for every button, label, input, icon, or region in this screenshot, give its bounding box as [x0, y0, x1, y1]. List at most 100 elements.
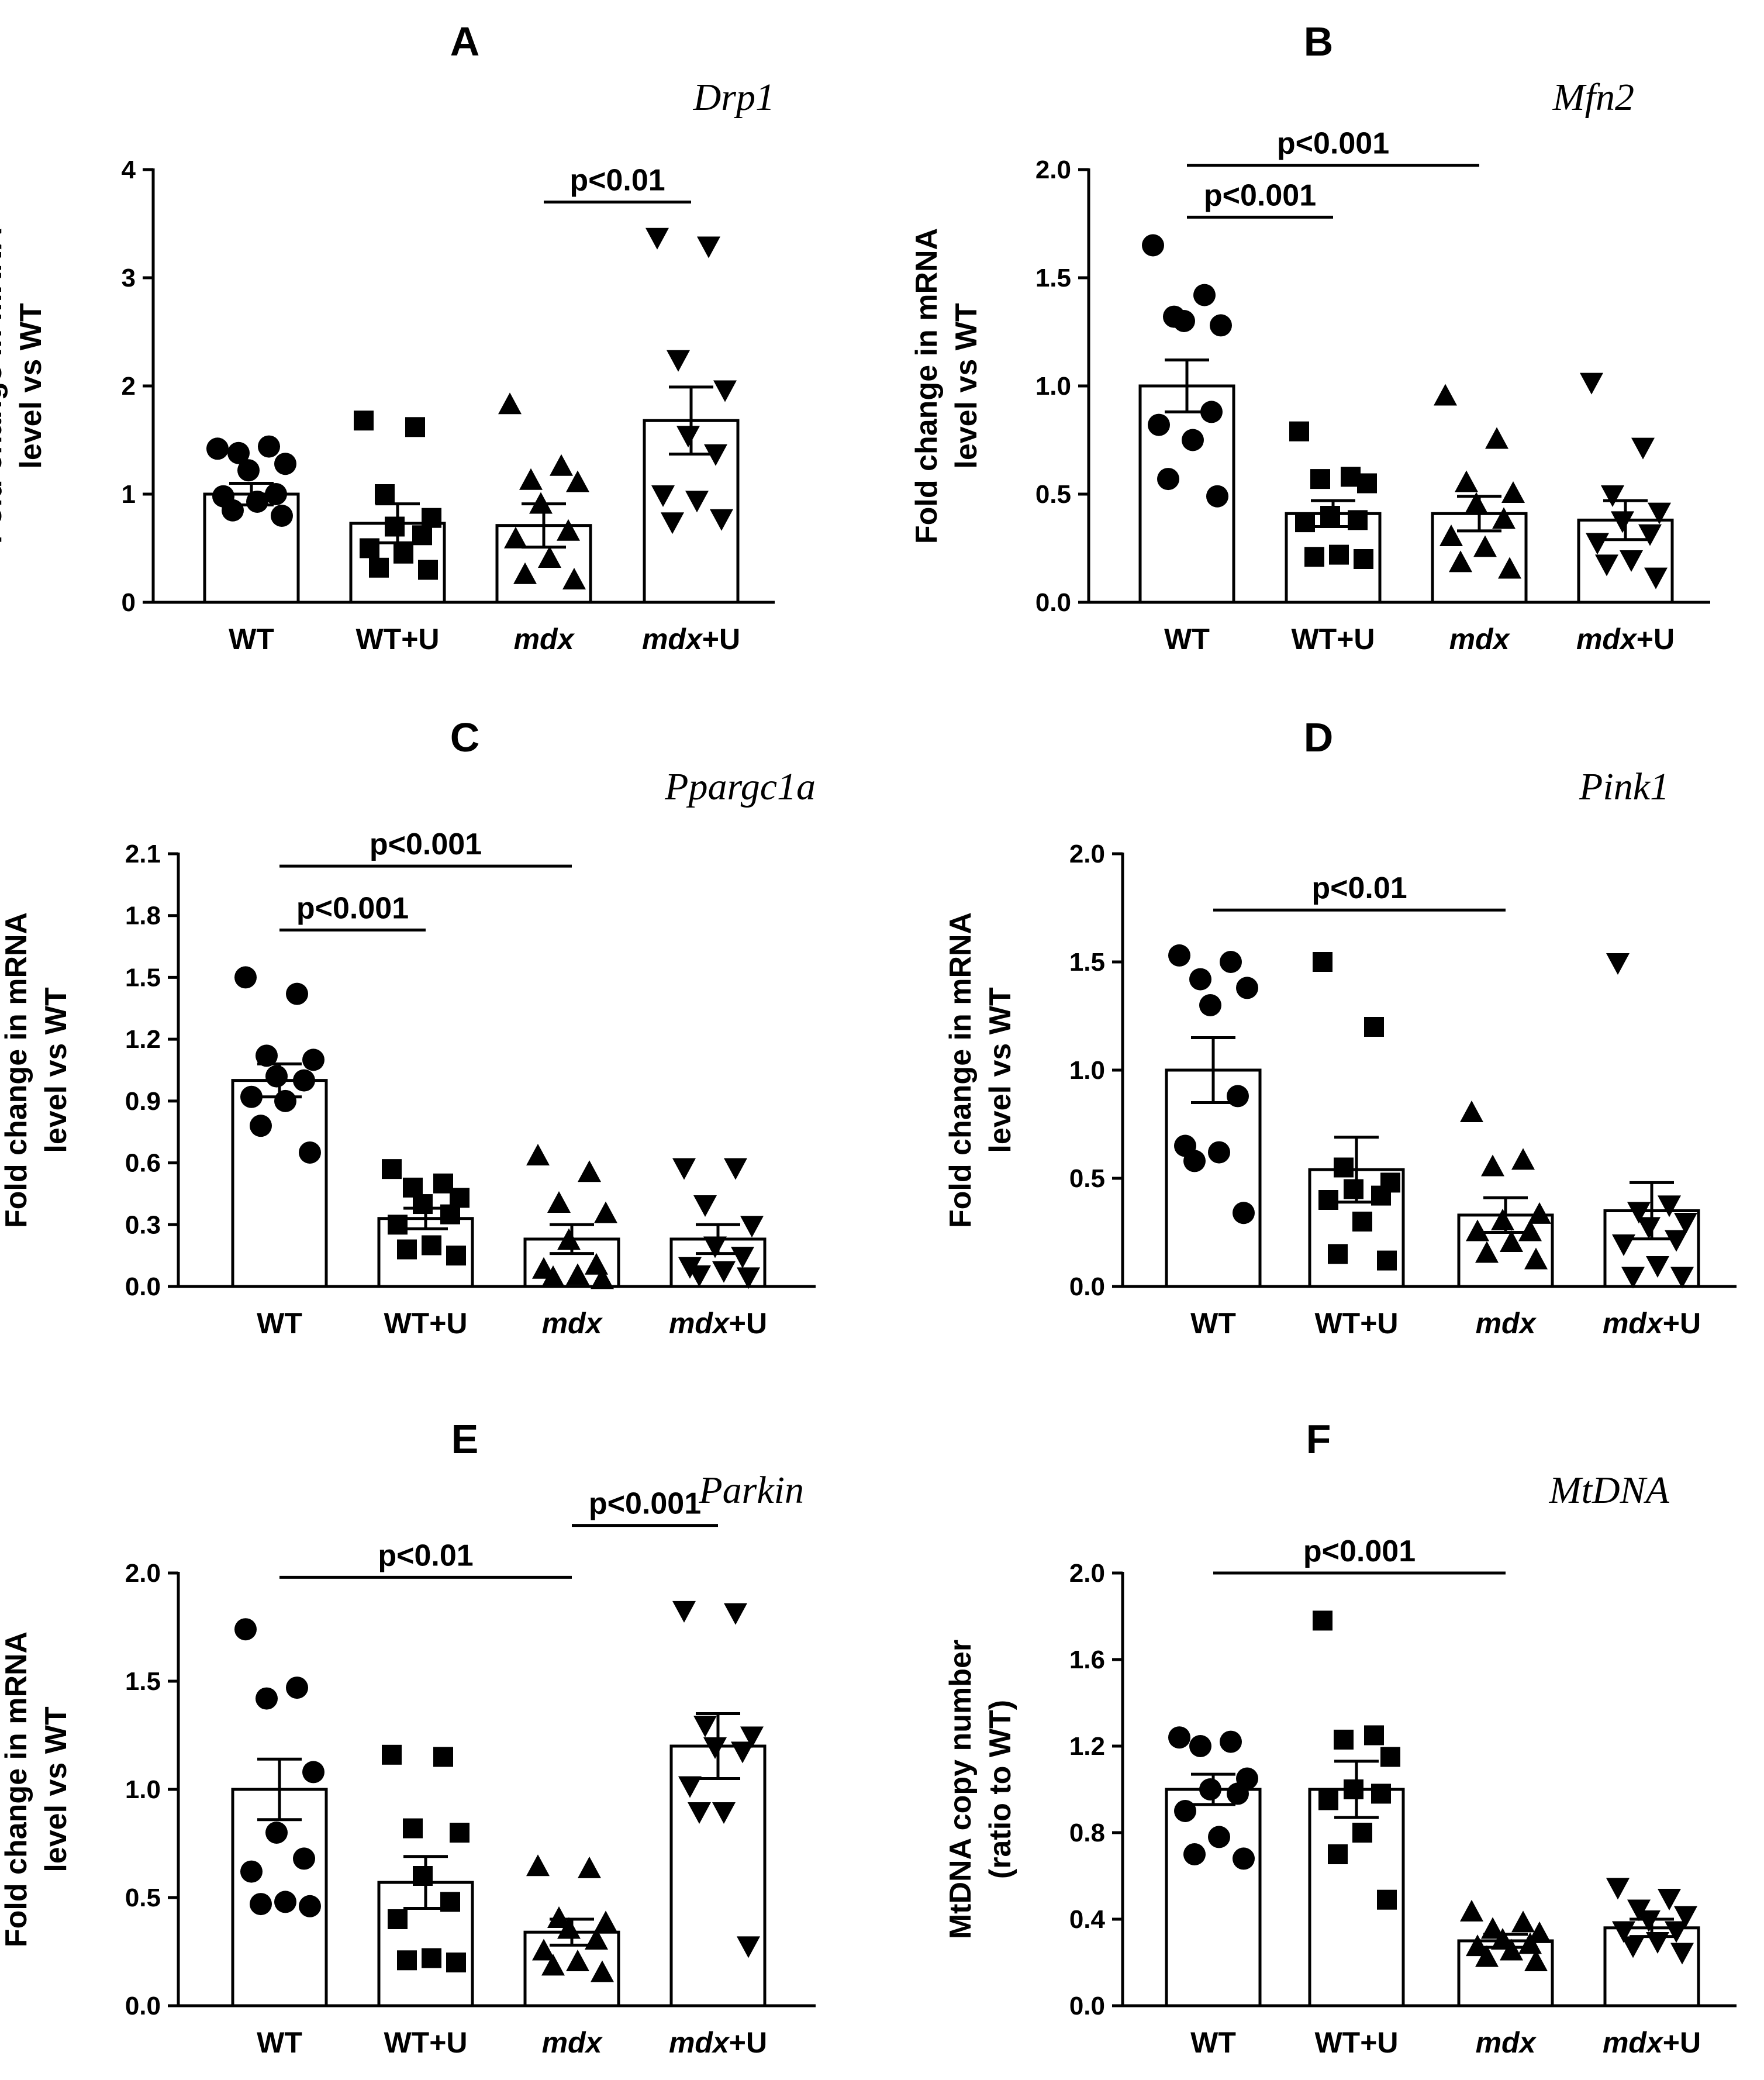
x-category-label: mdx+U	[642, 623, 740, 656]
data-point-square	[422, 1235, 441, 1255]
data-point-circle	[293, 1847, 315, 1870]
data-point-triangle-down	[672, 1158, 696, 1180]
data-point-circle	[1220, 951, 1242, 973]
data-point-triangle-up	[526, 1144, 550, 1165]
data-point-circle	[274, 453, 296, 475]
data-point-triangle-up	[1518, 1219, 1542, 1241]
data-point-triangle-down	[651, 485, 675, 507]
y-tick-label: 2.0	[125, 1559, 161, 1588]
y-tick-label: 1.5	[125, 963, 161, 992]
panel-letter: A	[450, 19, 480, 64]
x-category-label: mdx	[542, 2026, 603, 2059]
data-point-triangle-down	[667, 350, 690, 372]
x-category-label: WT+U	[384, 2026, 467, 2059]
data-point-triangle-up	[1465, 492, 1488, 514]
data-point-circle	[250, 1115, 272, 1137]
panel-letter: D	[1304, 715, 1334, 760]
data-point-triangle-down	[1637, 1217, 1661, 1239]
label-rest: +U	[1663, 1307, 1701, 1340]
significance-label: p<0.01	[569, 164, 665, 198]
data-point-square	[422, 1948, 441, 1968]
data-point-triangle-down	[1674, 1213, 1697, 1234]
data-point-square	[1344, 1179, 1363, 1199]
data-point-triangle-up	[557, 1228, 581, 1250]
data-point-triangle-down	[712, 1261, 736, 1283]
data-point-square	[418, 560, 438, 580]
data-point-circle	[1168, 1726, 1190, 1749]
significance-label: p<0.001	[1204, 178, 1316, 212]
y-tick-label: 2	[122, 372, 136, 401]
y-tick-label: 0	[122, 588, 136, 617]
data-point-triangle-up	[513, 562, 537, 584]
x-category-label: WT+U	[1314, 1307, 1398, 1340]
data-point-circle	[1157, 468, 1179, 491]
data-point-circle	[265, 1822, 288, 1844]
data-point-circle	[1227, 1085, 1249, 1108]
data-point-square	[1334, 1729, 1354, 1750]
label-rest: +U	[702, 623, 740, 656]
data-point-square	[393, 543, 413, 564]
y-axis-label: Fold change in mRNA	[910, 228, 944, 544]
data-point-triangle-down	[704, 444, 727, 466]
data-point-square	[382, 1159, 402, 1179]
chart-title: Pink1	[1579, 765, 1669, 808]
data-point-circle	[222, 499, 244, 522]
data-point-square	[440, 1892, 460, 1912]
data-point-circle	[1233, 1847, 1255, 1870]
y-tick-label: 0.0	[1069, 1272, 1105, 1301]
y-tick-label: 2.0	[1069, 1559, 1105, 1588]
y-tick-label: 2.0	[1069, 840, 1105, 868]
significance-label: p<0.001	[296, 891, 409, 925]
data-point-square	[1320, 506, 1340, 526]
data-point-square	[440, 1204, 460, 1224]
significance-label: p<0.001	[370, 827, 482, 861]
data-point-circle	[1168, 944, 1190, 967]
data-point-triangle-down	[1621, 1936, 1645, 1958]
data-point-square	[1377, 1889, 1397, 1910]
data-point-triangle-up	[557, 1917, 581, 1939]
data-point-circle	[274, 1089, 296, 1112]
y-tick-label: 0.9	[125, 1087, 161, 1116]
data-point-triangle-down	[1612, 1921, 1635, 1943]
y-tick-label: 0.0	[1035, 588, 1071, 617]
x-category-label: mdx	[1449, 623, 1511, 656]
data-point-square	[1364, 1017, 1384, 1037]
data-point-circle	[234, 966, 257, 989]
y-axis-label: MtDNA copy number	[944, 1640, 978, 1939]
data-point-triangle-up	[594, 1910, 617, 1933]
label-rest: +U	[1637, 623, 1675, 656]
data-point-triangle-down	[1606, 953, 1630, 975]
y-tick-label: 0.3	[125, 1210, 161, 1239]
data-point-triangle-down	[685, 491, 709, 513]
data-point-square	[1328, 1244, 1348, 1264]
x-category-label: WT	[1190, 2026, 1236, 2059]
label-italic-part: mdx	[1476, 1307, 1537, 1340]
data-point-triangle-down	[1595, 554, 1618, 577]
data-point-triangle-up	[1466, 1219, 1489, 1241]
data-point-triangle-up	[550, 454, 573, 476]
data-point-triangle-down	[676, 426, 700, 448]
data-point-triangle-down	[710, 509, 733, 531]
data-point-triangle-up	[1500, 1938, 1523, 1961]
data-point-square	[388, 1215, 408, 1235]
data-point-triangle-down	[1631, 437, 1655, 460]
label-rest: +U	[729, 1307, 767, 1340]
bar-wt	[231, 1079, 328, 1288]
data-point-circle	[1199, 994, 1221, 1016]
data-point-triangle-down	[1621, 1267, 1645, 1289]
data-point-triangle-down	[1644, 567, 1668, 589]
label-italic-part: mdx	[1603, 1307, 1664, 1340]
data-point-square	[1289, 421, 1309, 441]
panel-letter: B	[1304, 19, 1334, 64]
x-category-label: WT	[229, 623, 274, 656]
y-tick-label: 1.0	[1035, 372, 1071, 401]
data-point-square	[375, 484, 395, 504]
data-point-triangle-up	[541, 1954, 565, 1976]
data-point-circle	[258, 435, 280, 458]
data-point-circle	[1174, 1800, 1196, 1822]
label-rest: +U	[1663, 2026, 1701, 2059]
data-point-triangle-up	[594, 1201, 617, 1223]
data-point-circle	[1189, 1735, 1211, 1757]
data-point-triangle-down	[1637, 1910, 1661, 1932]
significance-label: p<0.01	[1311, 871, 1407, 905]
